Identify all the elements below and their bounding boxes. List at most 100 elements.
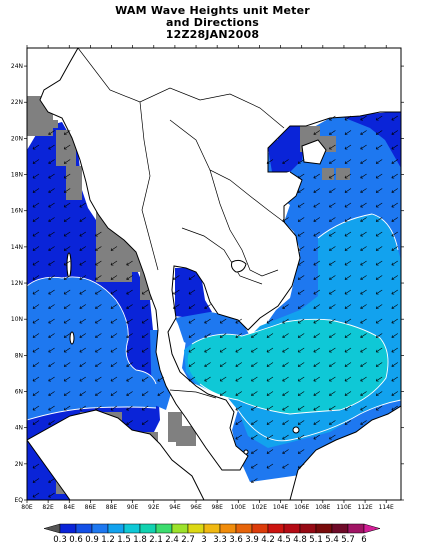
wave-arrow — [360, 246, 367, 251]
wave-arrow — [297, 289, 305, 295]
x-tick-label: 114E — [379, 504, 394, 511]
wave-arrow — [95, 362, 102, 367]
wave-arrow — [95, 347, 102, 353]
borneo — [289, 405, 401, 500]
wave-arrow — [282, 304, 289, 309]
wave-arrow — [360, 405, 367, 411]
wave-arrow — [32, 231, 40, 237]
wave-arrow — [266, 434, 274, 440]
colorbar-label: 4.8 — [293, 535, 307, 545]
x-tick-label: 82E — [42, 504, 54, 511]
wave-arrow — [297, 434, 305, 440]
wave-arrow — [344, 362, 352, 367]
colorbar-segment — [267, 523, 285, 534]
wave-arrow — [219, 391, 227, 396]
wave-arrow — [344, 144, 352, 150]
wave-arrow — [48, 173, 55, 179]
x-tick-label: 98E — [211, 504, 223, 511]
wave-arrow — [32, 144, 40, 150]
colorbar-label: 4.2 — [261, 535, 275, 545]
wave-arrow — [32, 304, 40, 309]
wave-arrow — [173, 304, 180, 309]
wave-arrow — [48, 231, 55, 237]
wave-arrow — [266, 362, 274, 367]
wave-arrow — [188, 333, 196, 338]
wave-arrow — [95, 333, 102, 338]
scs-peak-waves-zone — [187, 319, 388, 414]
wave-arrow — [375, 405, 383, 411]
wave-arrow — [235, 376, 242, 382]
wave-arrow — [251, 333, 258, 338]
wave-arrow — [297, 260, 305, 266]
y-tick-label: 10N — [11, 316, 23, 323]
wave-arrow — [48, 130, 55, 135]
colorbar-segment — [139, 523, 157, 534]
wave-arrow — [32, 478, 40, 483]
colorbar-segment — [363, 523, 381, 534]
wave-arrow — [126, 289, 133, 295]
wave-arrow — [126, 318, 133, 324]
wave-arrow — [95, 289, 102, 295]
wave-arrow — [219, 376, 227, 382]
wave-arrow — [48, 260, 55, 266]
wave-arrow — [313, 333, 320, 338]
wave-arrow — [391, 246, 398, 251]
colorbar-label: 5.1 — [309, 535, 323, 545]
y-tick-label: 14N — [11, 244, 23, 251]
wave-arrow — [375, 188, 383, 193]
wave-arrow — [32, 246, 40, 251]
colorbar-label: 0.9 — [85, 535, 99, 545]
wave-arrow — [313, 188, 320, 193]
wave-arrow — [297, 246, 305, 251]
wave-arrow — [110, 260, 118, 266]
wave-direction-arrows — [32, 115, 398, 498]
wave-arrow — [79, 275, 86, 280]
wave-arrow — [63, 130, 71, 135]
wave-arrow — [251, 478, 258, 483]
colorbar-segment — [299, 523, 317, 534]
wave-arrow — [329, 304, 336, 309]
wave-arrow — [375, 391, 383, 396]
x-tick-label: 92E — [148, 504, 160, 511]
wave-arrow — [126, 420, 133, 425]
wave-arrow — [110, 362, 118, 367]
wave-arrow — [266, 159, 274, 164]
wave-arrow — [48, 318, 55, 324]
wave-arrow — [251, 362, 258, 367]
wave-arrow — [375, 246, 383, 251]
wave-arrow — [48, 246, 55, 251]
wave-arrow — [329, 217, 336, 222]
wave-arrow — [126, 391, 133, 396]
wave-arrow — [391, 115, 398, 121]
wave-arrow — [63, 405, 71, 411]
x-tick-label: 106E — [294, 504, 309, 511]
colorbar-segment — [251, 523, 269, 534]
wave-arrow — [297, 318, 305, 324]
wave-arrow — [188, 318, 196, 324]
wave-arrow — [235, 347, 242, 353]
wave-arrow — [126, 347, 133, 353]
small-island-2 — [243, 449, 249, 455]
wave-arrow — [297, 420, 305, 425]
wave-arrow — [235, 333, 242, 338]
wave-arrow — [48, 405, 55, 411]
wave-arrow — [360, 217, 367, 222]
wave-arrow — [110, 289, 118, 295]
wave-arrow — [313, 246, 320, 251]
wave-arrow — [297, 159, 305, 164]
wave-arrow — [63, 333, 71, 338]
wave-arrow — [251, 420, 258, 425]
wave-arrow — [63, 289, 71, 295]
x-tick-label: 94E — [169, 504, 181, 511]
wave-arrow — [79, 347, 86, 353]
wave-arrow — [32, 275, 40, 280]
colorbar-segment — [203, 523, 221, 534]
wave-arrow — [297, 463, 305, 469]
wave-arrow — [360, 420, 367, 425]
wave-arrow — [297, 275, 305, 280]
wave-arrow — [48, 275, 55, 280]
wave-arrow — [313, 217, 320, 222]
colorbar-label: 3.3 — [213, 535, 227, 545]
wave-arrow — [48, 376, 55, 382]
